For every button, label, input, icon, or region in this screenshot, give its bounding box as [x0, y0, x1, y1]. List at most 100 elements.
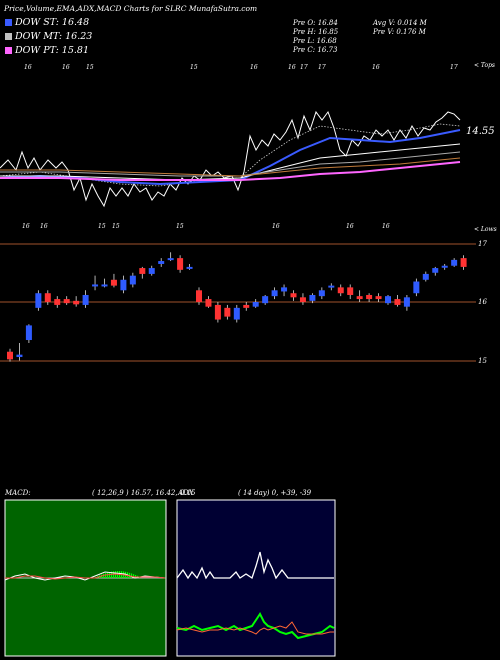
candle-body	[233, 307, 240, 320]
candle-body	[186, 266, 193, 269]
candle-body	[299, 297, 306, 302]
ema-white-mid	[0, 143, 461, 181]
top-tick-label: 16	[62, 64, 70, 71]
candle-body	[366, 294, 373, 300]
candle-body	[356, 296, 363, 300]
candle-body	[243, 304, 250, 308]
adx-values: ( 14 day) 0, +39, -39	[238, 489, 312, 497]
lows-label: < Lows	[474, 226, 497, 233]
bottom-tick-label: 15	[176, 223, 184, 230]
candle-body	[196, 290, 202, 302]
candle-body	[73, 300, 80, 305]
dow-pt-label: DOW PT: 15.81	[15, 45, 89, 56]
candle-body	[385, 296, 391, 304]
candle-body	[92, 284, 99, 287]
ema-panel	[0, 110, 461, 208]
top-tick-label: 16	[372, 64, 380, 71]
dow-st-legend: DOW ST: 16.48	[5, 17, 89, 28]
candle-body	[44, 293, 51, 302]
axis-label-16: 16	[478, 298, 487, 306]
pre-high: Pre H: 16.85	[293, 28, 339, 36]
adx-panel	[176, 499, 336, 657]
adx-title: ADX	[178, 489, 194, 497]
candle-body	[394, 299, 401, 305]
top-tick-label: 17	[300, 64, 308, 71]
macd-panel	[4, 499, 167, 657]
macd-values: ( 12,26,9 ) 16.57, 16.42, 0.15	[92, 489, 196, 497]
top-tick-label: 16	[288, 64, 296, 71]
candle-body	[318, 290, 325, 297]
candle-body	[54, 299, 61, 305]
macd-hist-bar	[107, 572, 109, 578]
dow-mt-swatch	[5, 33, 12, 40]
candle-body	[110, 279, 117, 286]
dow-st-label: DOW ST: 16.48	[15, 17, 90, 28]
macd-hist-bar	[133, 574, 135, 578]
adx-minus-di	[176, 621, 334, 635]
candle-body	[63, 299, 70, 304]
adx-line	[176, 551, 334, 580]
top-tick-label: 17	[450, 64, 458, 71]
chart-title: Price,Volume,EMA,ADX,MACD Charts for SLR…	[4, 4, 258, 13]
candle-body	[35, 293, 42, 308]
candle-body	[214, 304, 221, 320]
pre-low: Pre L: 16.68	[293, 37, 337, 45]
axis-label-17: 17	[478, 240, 487, 248]
candle-body	[25, 325, 32, 341]
dow-pt-legend: DOW PT: 15.81	[5, 45, 89, 56]
avg-volume: Avg V: 0.014 M	[373, 19, 427, 27]
candle-body	[262, 296, 269, 304]
bottom-tick-label: 16	[272, 223, 280, 230]
top-tick-label: 16	[250, 64, 258, 71]
candle-body	[413, 281, 420, 294]
candle-body	[120, 279, 127, 291]
ema-orange	[0, 157, 461, 177]
candle-body	[328, 285, 335, 288]
candle-body	[252, 302, 259, 307]
candle-body	[129, 275, 136, 285]
macd-hist-bar	[105, 573, 107, 578]
macd-hist-bar	[135, 574, 137, 578]
candle-body	[224, 307, 231, 317]
candle-body	[403, 297, 410, 307]
ema-magenta	[0, 161, 461, 181]
bottom-tick-label: 16	[22, 223, 30, 230]
ema-price-label: 14.55	[466, 126, 495, 137]
candle-body	[337, 287, 344, 294]
candle-body	[177, 258, 184, 270]
macd-title: MACD:	[5, 489, 31, 497]
candle-body	[271, 290, 278, 297]
candles	[7, 252, 467, 362]
candle-body	[290, 293, 297, 298]
candle-body	[167, 258, 174, 261]
bottom-tick-label: 16	[346, 223, 354, 230]
dow-mt-legend: DOW MT: 16.23	[5, 31, 92, 42]
tops-label: < Tops	[474, 62, 496, 69]
candle-body	[148, 268, 155, 274]
bottom-tick-label: 16	[382, 223, 390, 230]
pre-volume: Pre V: 0.176 M	[373, 28, 426, 36]
dow-pt-swatch	[5, 47, 12, 54]
candle-body	[451, 259, 458, 266]
bottom-tick-label: 15	[98, 223, 106, 230]
candle-body	[441, 265, 448, 268]
adx-plus-di	[176, 612, 335, 640]
axis-label-15: 15	[478, 357, 487, 365]
top-tick-label: 17	[318, 64, 326, 71]
pre-open: Pre O: 16.84	[293, 19, 338, 27]
ema-gray	[0, 151, 461, 177]
candle-body	[422, 273, 429, 280]
dow-st-swatch	[5, 19, 12, 26]
candle-body	[101, 284, 108, 287]
bottom-tick-label: 15	[112, 223, 120, 230]
macd-hist-bar	[131, 573, 133, 578]
pre-close: Pre C: 16.73	[293, 46, 338, 54]
candle-body	[158, 261, 165, 264]
macd-hist-bar	[113, 571, 115, 578]
candle-body	[347, 287, 354, 295]
top-tick-label: 15	[190, 64, 198, 71]
candle-body	[82, 294, 89, 305]
candle-body	[309, 294, 316, 301]
candle-body	[281, 287, 288, 292]
